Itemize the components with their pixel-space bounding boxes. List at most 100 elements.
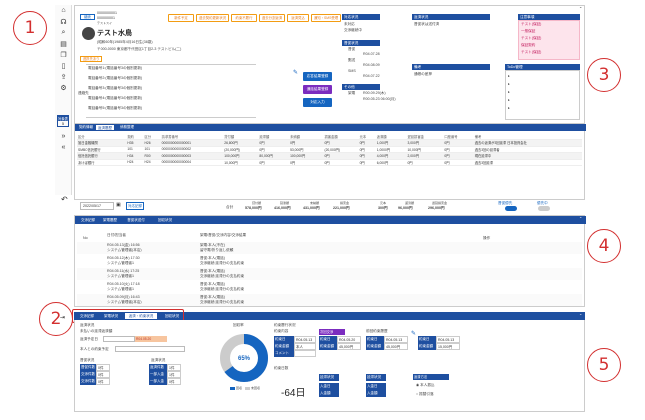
second-val-1: R04.05.20	[337, 336, 361, 343]
cell: 2,000円	[406, 152, 444, 160]
detail-tab-1[interactable]: 交渉記録	[80, 314, 94, 318]
edit-phones-icon[interactable]: ✎	[293, 70, 299, 76]
sum-v7: 296,000円	[428, 206, 445, 210]
contract-row[interactable]: 旭日金融機関 H35 H26 0000000000000001 26,800円 0円 0円 0…	[77, 139, 582, 147]
history-user-5: システム管理者(本店)	[107, 300, 142, 304]
phone-3[interactable]: 電話番号3:(電話番号3の個別更新)	[88, 86, 143, 90]
action-row-3: SMS	[348, 69, 356, 73]
history-tab-4[interactable]: 回収状況	[158, 218, 172, 222]
action-header: 督促状況	[342, 40, 380, 46]
contract-row[interactable]: SMBC信託銀行 101 101 0000000000000002 (20,000円) 0…	[77, 146, 582, 153]
copy-icon[interactable]: ❐	[60, 51, 67, 59]
history-tab-1[interactable]: 交渉記録	[81, 218, 95, 222]
history-tab-3[interactable]: 督促状送付	[127, 218, 145, 222]
fourth-row-1: 約束日	[418, 336, 436, 343]
todo-header: ToDo管理	[505, 64, 580, 70]
sum-h1: 貸付額	[252, 201, 262, 205]
history-row-3[interactable]	[77, 268, 582, 280]
target-badge-label: 対象表	[58, 116, 68, 121]
th-7: 未納額	[289, 133, 324, 140]
panel-5-collapse-icon[interactable]: ⌃	[579, 313, 583, 318]
call-result-button[interactable]: 通話結果登録	[303, 85, 332, 94]
th-10: 返済額	[375, 133, 407, 140]
cell: 旭日金融機関	[77, 139, 127, 147]
detail-tab-3[interactable]: 返済・約束状況	[124, 312, 158, 320]
headset-icon[interactable]: ☊	[60, 18, 67, 26]
panel-4-collapse-icon[interactable]: ⌃	[579, 216, 583, 221]
export-icon[interactable]: ⇪	[60, 73, 67, 81]
logout-icon[interactable]: ⇥	[60, 315, 66, 321]
extra-row-1: R00.05.23 06:00(月)	[363, 97, 396, 101]
phone-4[interactable]: 電話番号4:(電話番号3の個別更新)	[88, 96, 143, 100]
top-button-1[interactable]: 新件予定	[168, 14, 194, 22]
response-result-button[interactable]: 応答結果登録	[303, 72, 332, 81]
history-result-5: 交渉継続:延滞分の支払約束	[200, 300, 245, 304]
file-icon[interactable]: ▯	[61, 62, 66, 70]
back-icon[interactable]: ↶	[61, 195, 68, 204]
edit-promise-icon[interactable]: ✎	[411, 331, 417, 337]
calendar-icon[interactable]: ▣	[116, 202, 121, 208]
collapse-icon[interactable]: «	[61, 144, 66, 151]
contract-tab-1[interactable]: 契約情報	[79, 125, 93, 129]
remark-header: 備考	[412, 64, 490, 70]
history-tabbar: 交渉記録 架電履歴 督促状送付 回収状況	[75, 216, 586, 224]
action-input-button[interactable]: 対応入力	[303, 98, 332, 107]
history-tab-2[interactable]: 架電履歴	[103, 218, 117, 222]
top-button-2[interactable]: 過去契約更新状況	[196, 14, 229, 22]
toggle-2[interactable]	[538, 206, 550, 211]
todo-arrow-1[interactable]: ▸	[508, 74, 510, 78]
expand-icon[interactable]: »	[61, 133, 66, 140]
detail-tab-2[interactable]: 架電状況	[104, 314, 118, 318]
search-icon[interactable]: ⌕	[61, 28, 66, 36]
cell: 0円	[358, 152, 376, 160]
promise-h-1: 約束内容	[274, 329, 289, 333]
history-user-4: システム管理者1	[107, 287, 135, 291]
contract-row[interactable]: あけぼ銀行 H24 H24 0000000000000004 10,000円 0円 0円 0円…	[77, 159, 582, 166]
panel-3-collapse-icon[interactable]: ⌃	[579, 6, 583, 11]
phone-5[interactable]: 電話番号5:(電話番号3の個別更新)	[88, 106, 143, 110]
todo-arrow-4[interactable]: ▸	[508, 98, 510, 102]
document-icon[interactable]: ▤	[60, 40, 67, 48]
detail-tab-4[interactable]: 回収状況	[165, 314, 179, 318]
cell: 0000000000000003	[160, 152, 224, 160]
target-badge-value: 5	[61, 121, 65, 126]
history-row-1[interactable]	[77, 242, 582, 254]
date-input[interactable]: 2022/05/17	[80, 202, 114, 210]
home-icon[interactable]: ⌂	[61, 7, 66, 14]
radio-2[interactable]: ○ 振替引落	[416, 392, 434, 396]
radio-1[interactable]: ◉ 本人振込	[416, 383, 435, 387]
phones-divider	[86, 64, 256, 118]
remark-row: 通帳の差押	[414, 72, 432, 76]
history-row-5[interactable]	[77, 294, 582, 306]
contract-tab-2[interactable]: 返済履歴	[95, 124, 115, 131]
history-h-date: 日付/担当者	[107, 233, 126, 237]
th-3: 区分	[143, 133, 161, 140]
top-button-6[interactable]: 通知・SMS受理	[311, 14, 341, 22]
sum-h5: 元本	[380, 201, 387, 205]
marker-1: 1	[13, 11, 47, 45]
alerts-header: 注意事項	[518, 14, 580, 20]
contract-tab-3[interactable]: 債務整理	[120, 125, 134, 129]
cell: 0円	[406, 159, 444, 166]
customer-name: テスト水鳥	[97, 30, 132, 37]
todo-arrow-3[interactable]: ▸	[508, 90, 510, 94]
todo-arrow-2[interactable]: ▸	[508, 82, 510, 86]
cell: 0円	[358, 139, 376, 147]
th-1: 区分	[77, 133, 127, 140]
cell: 0円	[358, 159, 376, 166]
phone-1[interactable]: 電話番号1:(電話番号3の個別更新)	[88, 66, 143, 70]
toggle-1[interactable]	[505, 206, 517, 211]
top-button-5[interactable]: 返済見込	[287, 14, 309, 22]
third-row-2: 約束金額	[366, 343, 384, 350]
history-content-1: 架電:本人(不在)	[200, 243, 225, 247]
top-button-3[interactable]: 約束不履行	[231, 14, 257, 22]
settings-icon[interactable]: ⚙	[60, 84, 67, 92]
phone-2[interactable]: 電話番号2:(電話番号3の個別更新)	[88, 76, 143, 80]
promise-box	[115, 346, 185, 352]
top-button-4[interactable]: 過去分割返済	[259, 14, 285, 22]
fourth-val-1: R04.05.13	[436, 336, 460, 343]
contract-row[interactable]: 信託信託銀行 H34 R00 0000000000000003 100,000円 80,0…	[77, 152, 582, 160]
target-badge[interactable]: 対象表 5	[57, 115, 69, 127]
record-button[interactable]: 対応記録	[126, 202, 144, 210]
todo-arrow-5[interactable]: ▸	[508, 106, 510, 110]
